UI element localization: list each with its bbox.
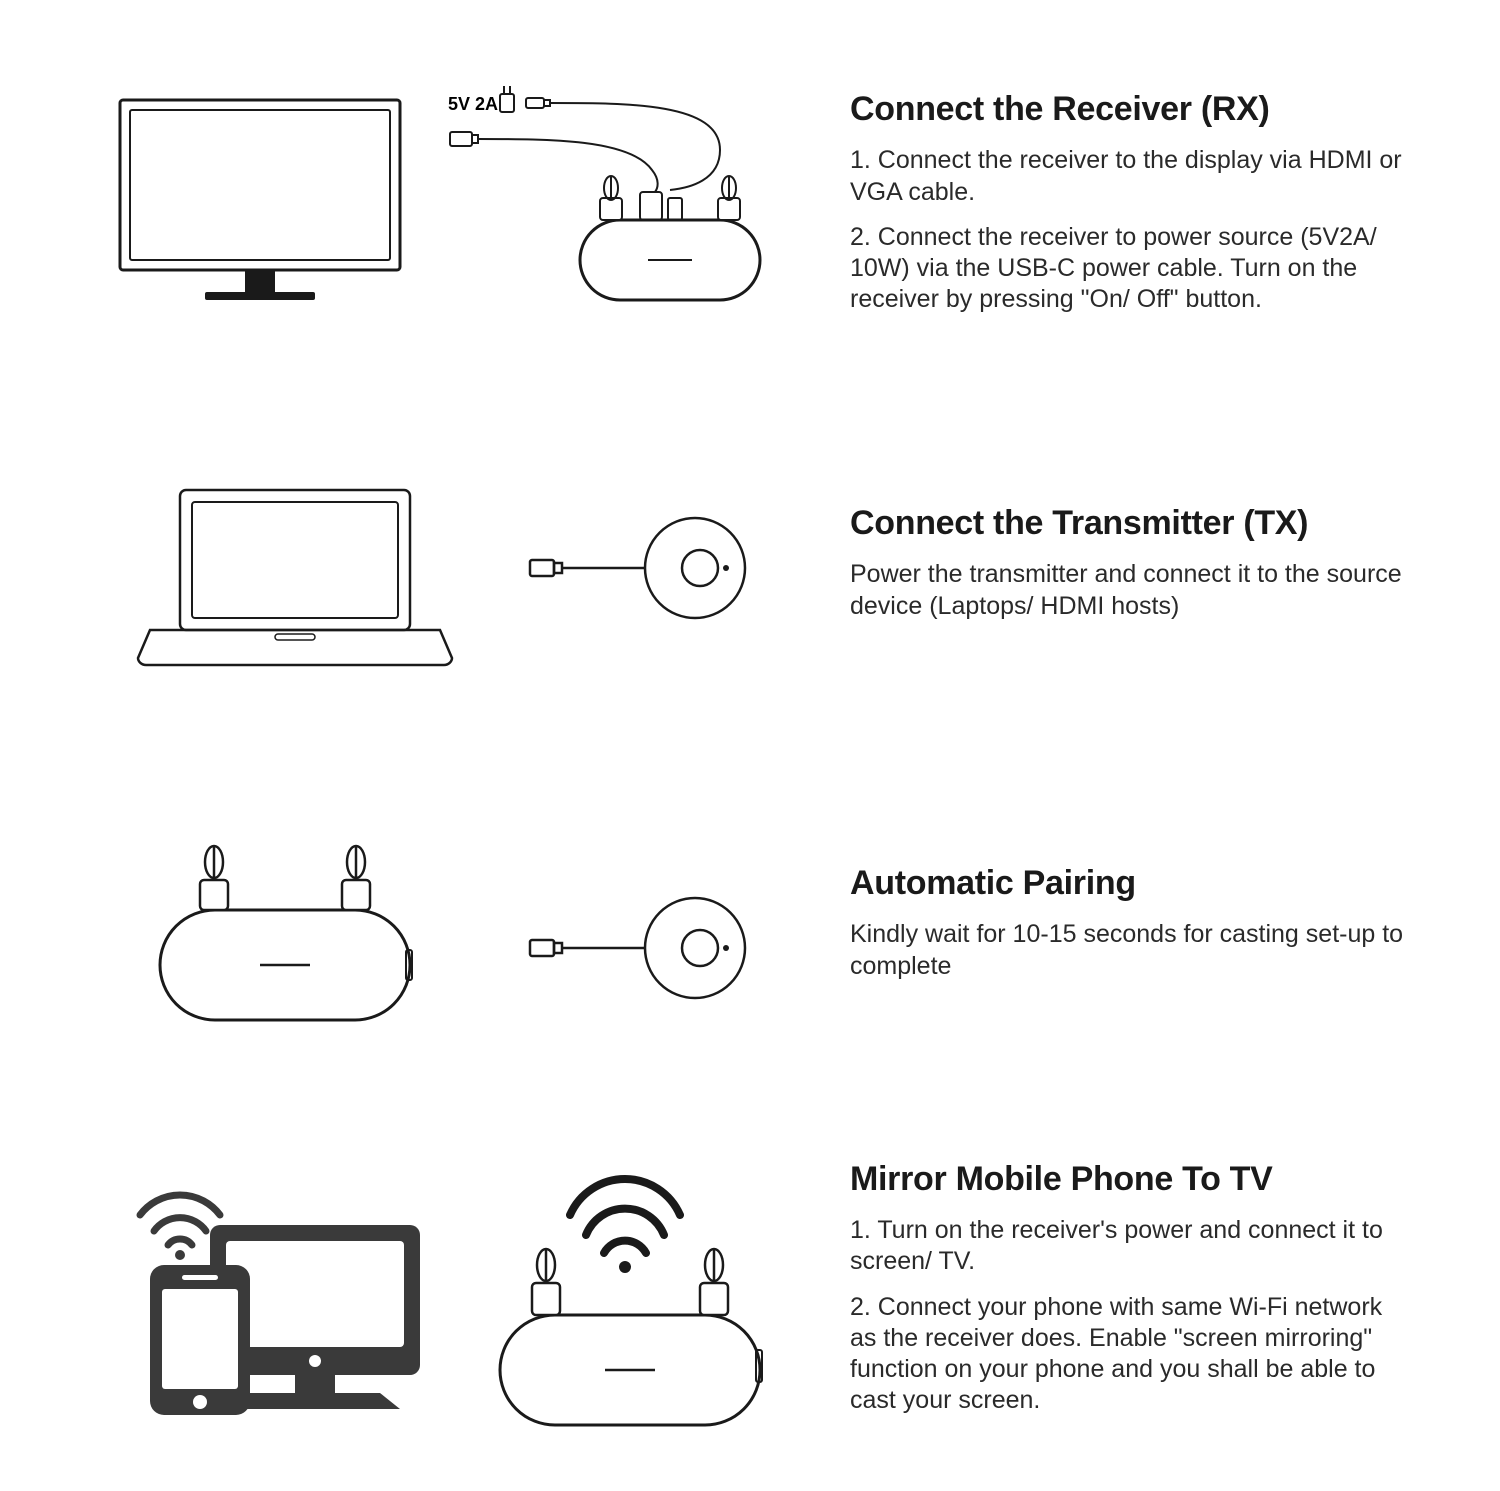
power-rating-label: 5V 2A bbox=[448, 94, 498, 114]
transmitter-device-icon bbox=[530, 518, 745, 618]
step-automatic-pairing: Automatic Pairing Kindly wait for 10-15 … bbox=[100, 800, 1420, 1060]
para-rx-1: 1. Connect the receiver to the display v… bbox=[850, 145, 1410, 208]
power-cable bbox=[550, 103, 720, 190]
tablet-icon bbox=[150, 1265, 250, 1415]
illustration-mirror bbox=[100, 1165, 780, 1425]
text-mirror: Mirror Mobile Phone To TV 1. Turn on the… bbox=[820, 1160, 1420, 1431]
step-mirror-phone: Mirror Mobile Phone To TV 1. Turn on the… bbox=[100, 1160, 1420, 1431]
power-plug-icon bbox=[500, 86, 550, 112]
step-connect-receiver: 5V 2A bbox=[100, 80, 1420, 340]
receiver-device-icon bbox=[500, 1249, 762, 1425]
receiver-device-icon bbox=[160, 846, 412, 1020]
illustration-pair bbox=[100, 800, 780, 1060]
hdmi-plug-icon bbox=[450, 132, 478, 146]
heading-tx: Connect the Transmitter (TX) bbox=[850, 504, 1420, 543]
step-connect-transmitter: Connect the Transmitter (TX) Power the t… bbox=[100, 440, 1420, 700]
hdmi-cable bbox=[478, 139, 658, 192]
heading-mirror: Mirror Mobile Phone To TV bbox=[850, 1160, 1420, 1199]
para-mirror-1: 1. Turn on the receiver's power and conn… bbox=[850, 1215, 1410, 1278]
receiver-device-icon bbox=[580, 176, 760, 300]
wifi-icon bbox=[140, 1195, 220, 1260]
illustration-tx bbox=[100, 440, 780, 700]
tv-icon bbox=[120, 100, 400, 300]
text-pair: Automatic Pairing Kindly wait for 10-15 … bbox=[820, 864, 1420, 996]
wifi-icon bbox=[570, 1179, 680, 1273]
text-tx: Connect the Transmitter (TX) Power the t… bbox=[820, 504, 1420, 636]
heading-pair: Automatic Pairing bbox=[850, 864, 1420, 903]
para-rx-2: 2. Connect the receiver to power source … bbox=[850, 222, 1410, 316]
illustration-rx: 5V 2A bbox=[100, 80, 780, 340]
para-mirror-2: 2. Connect your phone with same Wi-Fi ne… bbox=[850, 1292, 1410, 1417]
text-rx: Connect the Receiver (RX) 1. Connect the… bbox=[820, 90, 1420, 329]
para-tx-1: Power the transmitter and connect it to … bbox=[850, 559, 1410, 622]
laptop-icon bbox=[138, 490, 452, 665]
para-pair-1: Kindly wait for 10-15 seconds for castin… bbox=[850, 919, 1410, 982]
transmitter-device-icon bbox=[530, 898, 745, 998]
heading-rx: Connect the Receiver (RX) bbox=[850, 90, 1420, 129]
